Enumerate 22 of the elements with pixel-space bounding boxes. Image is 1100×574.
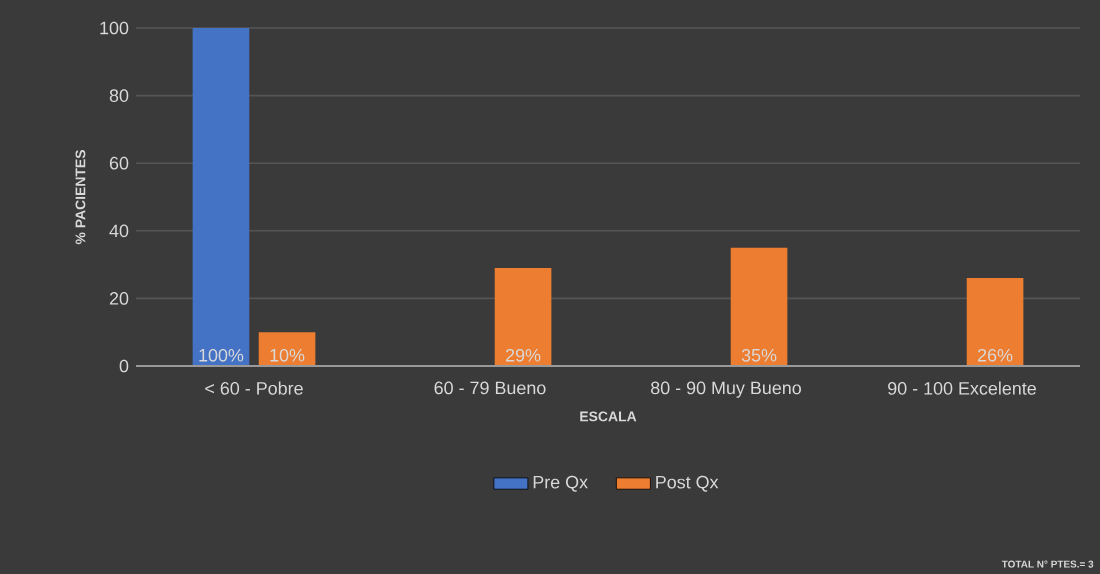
bar — [730, 247, 788, 366]
legend-label: Pre Qx — [533, 475, 588, 492]
x-tick-label: 60 - 79 Bueno — [434, 381, 546, 395]
data-label: 35% — [741, 348, 777, 362]
bar — [258, 332, 316, 366]
data-label: 10% — [270, 348, 305, 362]
y-tick-label: 20 — [109, 292, 129, 305]
bar — [494, 267, 552, 366]
x-tick-label: 90 - 100 Excelente — [888, 381, 1036, 395]
bar — [966, 278, 1024, 366]
y-tick-label: 0 — [119, 359, 129, 373]
y-tick-label: 100 — [100, 21, 129, 35]
y-tick-label: 80 — [109, 89, 129, 102]
y-tick-label: 60 — [109, 156, 129, 170]
x-tick-label: 80 - 90 Muy Bueno — [651, 381, 801, 398]
data-label: 100% — [199, 348, 244, 362]
legend-label: Post Qx — [656, 475, 719, 492]
bar — [192, 27, 250, 366]
data-label: 26% — [978, 348, 1013, 362]
y-tick-label: 40 — [109, 224, 129, 238]
x-tick-label: < 60 - Pobre — [205, 381, 303, 395]
data-label: 29% — [506, 348, 541, 362]
